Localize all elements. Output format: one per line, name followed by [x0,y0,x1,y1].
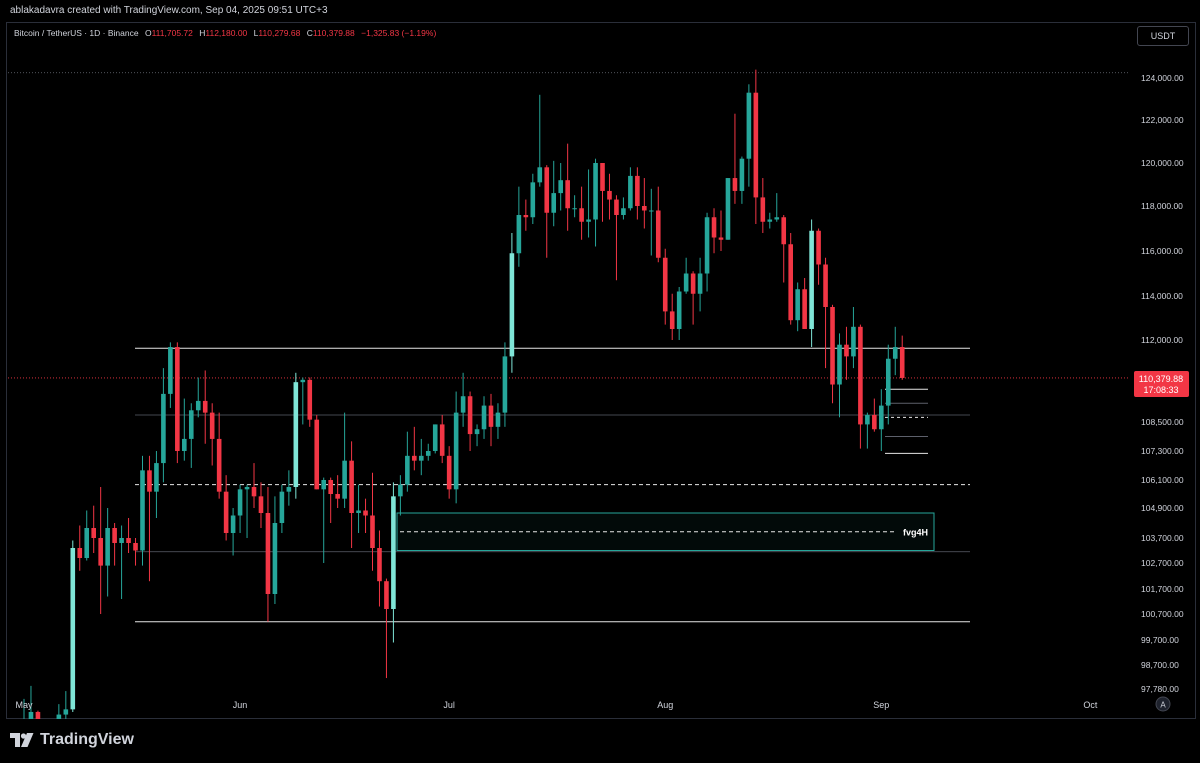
tradingview-logo-icon [10,733,34,747]
low-value: 110,279.68 [258,28,301,38]
open-value: 111,705.72 [151,28,193,38]
currency-button[interactable]: USDT [1137,26,1189,46]
close-label: C [306,28,313,38]
tradingview-logo[interactable]: TradingView [10,731,134,749]
top-bar: ablakadavra created with TradingView.com… [0,0,1200,22]
footer [0,719,1200,763]
logo-text: TradingView [40,731,134,748]
low-label: L [253,28,259,38]
symbol-label[interactable]: Bitcoin / TetherUS · 1D · Binance [14,28,139,38]
close-value: 110,379.88 [312,28,355,38]
chart-frame[interactable] [6,22,1196,719]
change-value: −1,325.83 (−1.19%) [361,28,437,38]
credit-text: ablakadavra created with TradingView.com… [10,5,328,16]
high-label: H [199,28,206,38]
open-label: O [144,28,152,38]
chart-legend: Bitcoin / TetherUS · 1D · Binance O111,7… [14,28,436,38]
high-value: 112,180.00 [205,28,248,38]
